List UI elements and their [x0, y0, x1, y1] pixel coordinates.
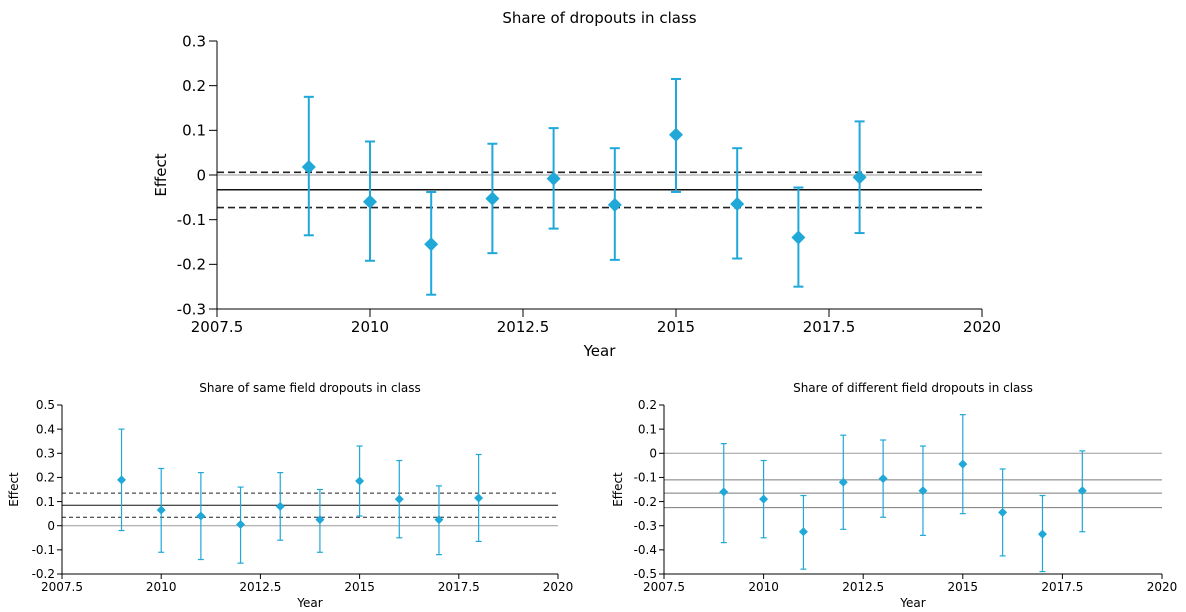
y-tick-label: -0.3 — [634, 519, 657, 533]
data-point — [117, 475, 127, 485]
data-point — [607, 197, 622, 212]
panel-same-field-dropouts: Share of same field dropouts in class -0.… — [7, 381, 573, 610]
x-tick-label: 2020 — [1147, 580, 1178, 594]
y-tick-label: 0 — [47, 519, 55, 533]
x-tick-label: 2015 — [344, 580, 375, 594]
y-tick-label: 0.3 — [36, 446, 55, 460]
x-tick-label: 2010 — [351, 318, 389, 336]
x-tick-label: 2017.5 — [803, 318, 856, 336]
data-point — [196, 511, 206, 521]
y-tick-label: -0.5 — [634, 567, 657, 581]
y-tick-label: 0.2 — [36, 471, 55, 485]
y-tick-label: -0.2 — [634, 495, 657, 509]
y-axis-label: Effect — [152, 153, 170, 196]
y-tick-label: -0.3 — [177, 300, 206, 318]
data-point — [838, 477, 848, 487]
data-point — [301, 159, 316, 174]
y-tick-label: -0.4 — [634, 543, 657, 557]
data-point — [878, 474, 888, 484]
chart-title: Share of same field dropouts in class — [199, 381, 421, 395]
y-tick-label: 0.4 — [36, 422, 55, 436]
panel-share-dropouts: Share of dropouts in class -0.3 -0.2 -0.1 0 0… — [152, 9, 1001, 360]
data-point — [759, 494, 769, 504]
x-tick-label: 2007.5 — [191, 318, 244, 336]
x-tick-label: 2007.5 — [643, 580, 685, 594]
y-tick-label: 0.2 — [182, 77, 206, 95]
x-tick-label: 2010 — [748, 580, 779, 594]
chart-title: Share of different field dropouts in cla… — [793, 381, 1033, 395]
x-axis-label: Year — [296, 596, 322, 610]
y-axis-label: Effect — [7, 472, 21, 507]
x-tick-label: 2020 — [543, 580, 574, 594]
y-tick-label: 0.5 — [36, 398, 55, 412]
data-point — [236, 520, 246, 530]
x-tick-label: 2012.5 — [842, 580, 884, 594]
x-tick-label: 2012.5 — [497, 318, 550, 336]
y-tick-label: 0 — [196, 166, 206, 184]
y-tick-label: -0.1 — [32, 543, 55, 557]
data-point — [669, 127, 683, 142]
data-point — [852, 170, 867, 185]
data-point — [998, 507, 1008, 517]
x-tick-label: 2012.5 — [239, 580, 281, 594]
x-tick-label: 2020 — [963, 318, 1001, 336]
data-point — [918, 486, 928, 496]
data-point — [474, 493, 484, 503]
y-tick-label: 0.1 — [638, 422, 657, 436]
x-tick-label: 2017.5 — [1041, 580, 1083, 594]
y-tick-label: -0.2 — [177, 256, 206, 274]
data-point — [719, 487, 729, 497]
panel-different-field-dropouts: Share of different field dropouts in cla… — [611, 381, 1177, 610]
x-tick-label: 2010 — [146, 580, 177, 594]
y-tick-label: 0.1 — [36, 495, 55, 509]
data-point — [958, 459, 968, 469]
x-tick-label: 2015 — [948, 580, 979, 594]
x-tick-label: 2007.5 — [41, 580, 83, 594]
y-tick-label: -0.1 — [177, 211, 206, 229]
y-tick-label: 0 — [649, 446, 657, 460]
data-point — [1037, 529, 1047, 539]
data-point — [485, 191, 500, 206]
data-point — [156, 505, 166, 515]
y-tick-label: 0.2 — [638, 398, 657, 412]
x-tick-label: 2017.5 — [438, 580, 480, 594]
data-point — [315, 515, 325, 525]
data-point — [730, 197, 745, 212]
data-point — [1077, 486, 1087, 496]
chart-title: Share of dropouts in class — [502, 9, 696, 27]
data-point — [791, 230, 806, 245]
y-tick-label: 0.3 — [182, 32, 206, 50]
data-point — [798, 527, 808, 537]
y-axis-label: Effect — [611, 472, 625, 507]
data-point — [355, 476, 365, 486]
x-tick-label: 2015 — [657, 318, 695, 336]
data-point — [434, 515, 444, 525]
data-point — [546, 171, 561, 186]
y-tick-label: -0.2 — [32, 567, 55, 581]
x-axis-label: Year — [583, 342, 617, 360]
y-tick-label: 0.1 — [182, 122, 206, 140]
data-point — [394, 494, 404, 504]
data-point — [363, 194, 377, 209]
x-axis-label: Year — [899, 596, 925, 610]
data-point — [275, 501, 285, 511]
y-tick-label: -0.1 — [634, 471, 657, 485]
data-point — [424, 237, 439, 252]
